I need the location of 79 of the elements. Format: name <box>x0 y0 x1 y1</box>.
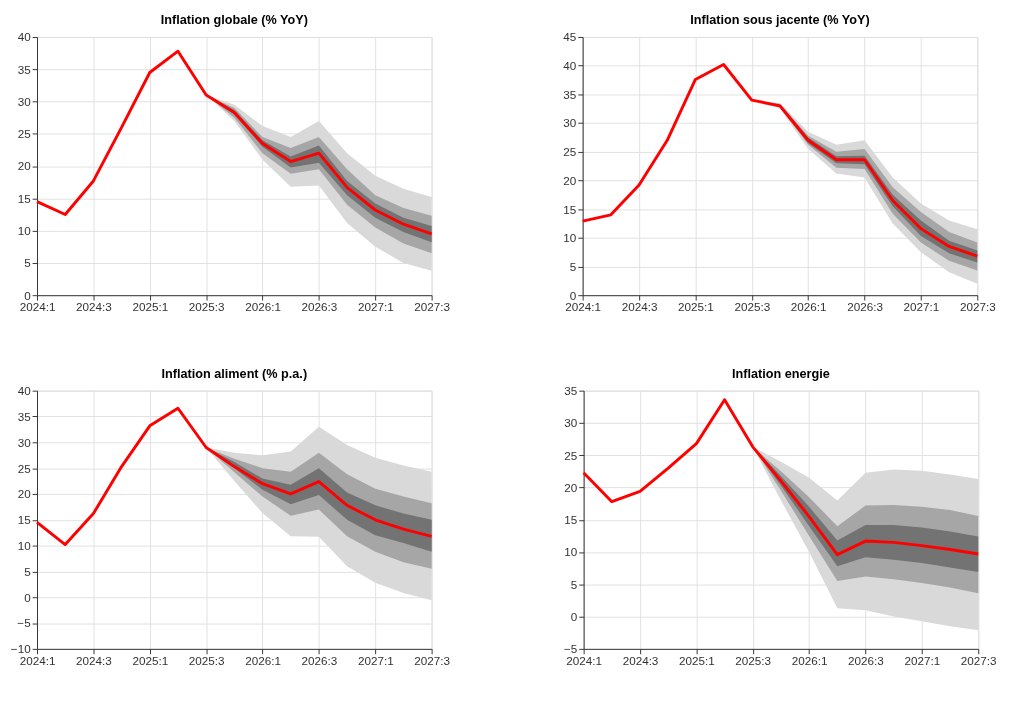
x-tick-label: 2025:3 <box>188 300 225 314</box>
line-series <box>582 398 980 557</box>
chart-title: Inflation sous jacente (% YoY) <box>690 13 870 28</box>
y-tick-label: 20 <box>17 159 32 173</box>
x-tick-label: 2024:3 <box>76 300 112 314</box>
chart-title: Inflation globale (% YoY) <box>160 13 308 28</box>
y-tick-label: 0 <box>569 288 577 302</box>
y-tick-label: 10 <box>17 538 32 552</box>
x-tick-label: 2024:1 <box>19 300 56 314</box>
y-tick-label: −5 <box>17 616 32 630</box>
x-tick-label: 2027:1 <box>903 300 940 314</box>
y-tick-label: 30 <box>17 435 32 449</box>
x-tick-label: 2024:1 <box>19 653 56 667</box>
y-tick-label: 35 <box>17 62 32 76</box>
x-tick-label: 2024:3 <box>622 653 659 667</box>
y-tick-label: 40 <box>17 30 32 44</box>
y-tick-label: −10 <box>10 642 32 656</box>
y-tick-label: 25 <box>564 448 578 462</box>
y-tick-label: 0 <box>24 590 32 604</box>
y-tick-label: 0 <box>570 609 578 623</box>
x-tick-label: 2027:1 <box>357 653 394 667</box>
x-tick-label: 2025:3 <box>188 653 225 667</box>
chart-title: Inflation aliment (% p.a.) <box>161 367 308 382</box>
y-tick-label: 30 <box>564 416 578 430</box>
x-tick-label: 2026:1 <box>245 300 281 314</box>
y-tick-label: 20 <box>17 487 32 501</box>
y-tick-label: 10 <box>563 231 577 245</box>
y-tick-label: 15 <box>564 513 578 527</box>
y-tick-label: −5 <box>563 642 578 656</box>
y-tick-label: 20 <box>563 173 577 187</box>
y-tick-label: 5 <box>24 256 32 270</box>
x-tick-label: 2026:1 <box>791 653 828 667</box>
y-tick-label: 20 <box>564 480 578 494</box>
line-series <box>35 406 434 547</box>
x-tick-label: 2026:1 <box>245 653 281 667</box>
y-tick-label: 35 <box>17 409 32 423</box>
y-tick-label: 40 <box>17 384 32 398</box>
x-tick-label: 2025:1 <box>678 300 714 314</box>
x-tick-label: 2025:3 <box>734 300 771 314</box>
x-tick-label: 2027:3 <box>414 300 450 314</box>
x-tick-label: 2024:3 <box>76 653 112 667</box>
line-series <box>35 49 434 236</box>
y-tick-label: 5 <box>570 577 578 591</box>
x-tick-label: 2027:1 <box>357 300 394 314</box>
chart-title: Inflation energie <box>732 367 830 382</box>
x-tick-label: 2024:3 <box>621 300 658 314</box>
x-tick-label: 2026:3 <box>301 653 338 667</box>
x-tick-label: 2026:1 <box>790 300 827 314</box>
y-tick-label: 15 <box>563 202 577 216</box>
x-tick-label: 2025:1 <box>679 653 715 667</box>
y-tick-label: 5 <box>569 259 577 273</box>
x-tick-label: 2026:3 <box>847 300 883 314</box>
y-tick-label: 15 <box>17 191 32 205</box>
x-tick-label: 2024:1 <box>566 653 602 667</box>
y-tick-label: 10 <box>17 224 32 238</box>
x-tick-label: 2025:3 <box>735 653 772 667</box>
y-tick-label: 30 <box>563 116 577 130</box>
x-tick-label: 2025:1 <box>132 300 169 314</box>
x-tick-label: 2024:1 <box>565 300 602 314</box>
y-tick-label: 25 <box>17 461 32 475</box>
y-tick-label: 30 <box>17 94 32 108</box>
x-tick-label: 2027:3 <box>959 300 996 314</box>
x-tick-label: 2027:1 <box>904 653 941 667</box>
y-tick-label: 15 <box>17 513 32 527</box>
y-tick-label: 45 <box>563 30 577 44</box>
y-tick-label: 0 <box>24 288 32 302</box>
y-tick-label: 40 <box>563 59 577 73</box>
line-series <box>581 63 979 258</box>
x-tick-label: 2026:3 <box>301 300 338 314</box>
x-tick-label: 2026:3 <box>848 653 884 667</box>
x-tick-label: 2025:1 <box>132 653 169 667</box>
y-tick-label: 25 <box>17 127 32 141</box>
y-tick-label: 10 <box>564 545 578 559</box>
y-tick-label: 35 <box>564 384 578 398</box>
x-tick-label: 2027:3 <box>960 653 997 667</box>
y-tick-label: 35 <box>563 87 577 101</box>
x-tick-label: 2027:3 <box>414 653 450 667</box>
y-tick-label: 25 <box>563 145 577 159</box>
y-tick-label: 5 <box>24 564 32 578</box>
